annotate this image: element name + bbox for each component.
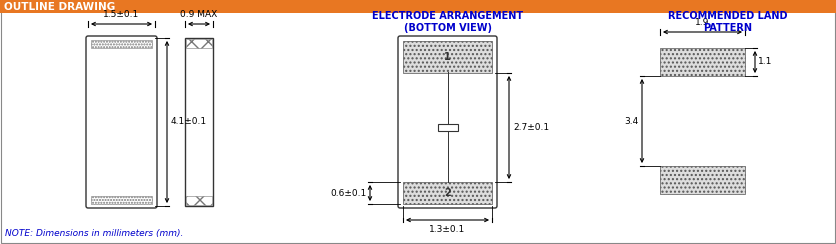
Text: 4.1±0.1: 4.1±0.1 xyxy=(171,118,207,126)
Text: 1.9: 1.9 xyxy=(696,18,710,27)
FancyBboxPatch shape xyxy=(86,36,157,208)
Bar xyxy=(660,48,745,76)
Bar xyxy=(437,123,457,131)
Bar xyxy=(185,38,213,206)
Text: 1.1: 1.1 xyxy=(758,58,772,67)
Text: 2: 2 xyxy=(444,188,451,198)
Text: NOTE: Dimensions in millimeters (mm).: NOTE: Dimensions in millimeters (mm). xyxy=(5,229,183,238)
Text: 0.6±0.1: 0.6±0.1 xyxy=(331,189,367,197)
Bar xyxy=(186,39,212,48)
Bar xyxy=(91,196,152,204)
Bar xyxy=(91,40,152,48)
Text: 1.5±0.1: 1.5±0.1 xyxy=(104,10,140,19)
Text: 3.4: 3.4 xyxy=(624,116,639,125)
Text: 0.9 MAX: 0.9 MAX xyxy=(181,10,217,19)
Text: OUTLINE DRAWING: OUTLINE DRAWING xyxy=(4,1,115,11)
Bar xyxy=(403,41,492,73)
Text: 2.7±0.1: 2.7±0.1 xyxy=(513,123,549,132)
Bar xyxy=(0,0,836,13)
Text: ELECTRODE ARRANGEMENT
(BOTTOM VIEW): ELECTRODE ARRANGEMENT (BOTTOM VIEW) xyxy=(372,11,523,33)
Bar xyxy=(660,166,745,194)
Text: RECOMMENDED LAND
PATTERN: RECOMMENDED LAND PATTERN xyxy=(668,11,788,33)
Bar xyxy=(186,196,212,205)
Text: 1: 1 xyxy=(444,51,451,61)
Text: 1.3±0.1: 1.3±0.1 xyxy=(430,225,466,234)
FancyBboxPatch shape xyxy=(398,36,497,208)
Bar xyxy=(403,182,492,204)
